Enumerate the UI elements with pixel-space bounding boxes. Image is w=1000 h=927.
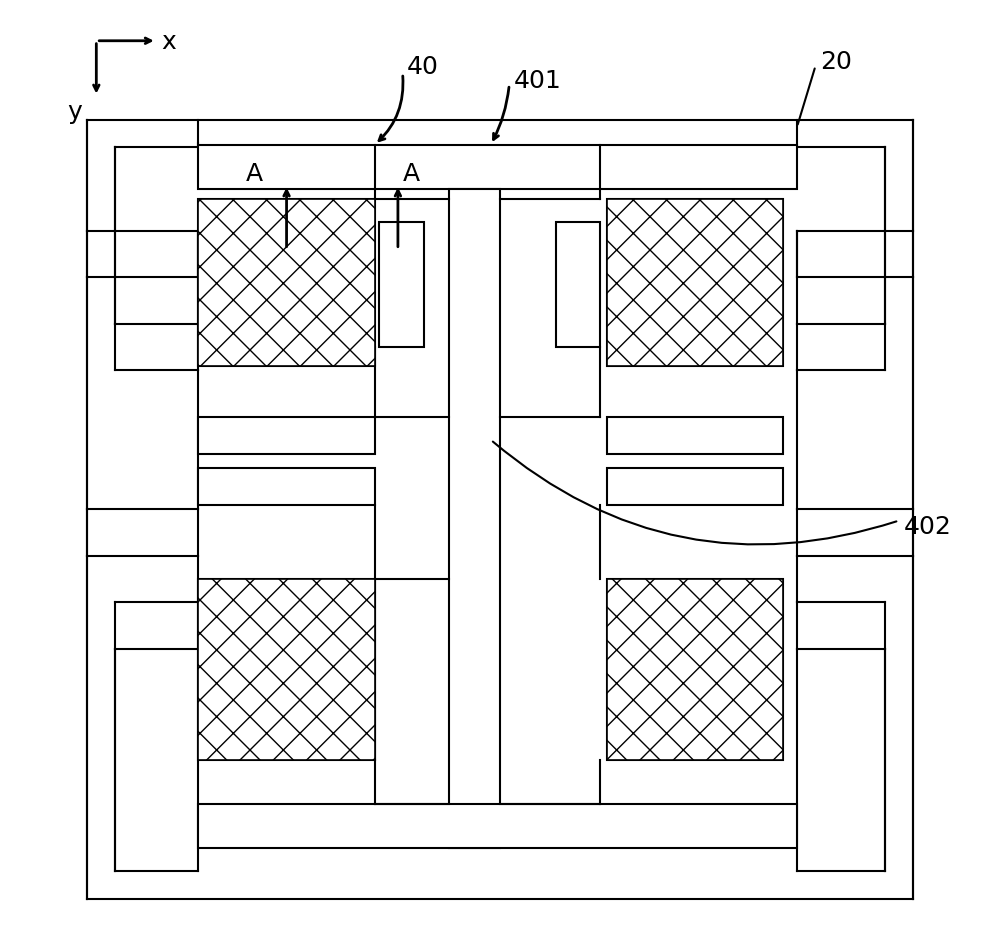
Bar [198,146,797,190]
Bar [198,199,375,366]
Text: x: x [161,30,176,54]
Text: A: A [403,161,420,185]
Bar [198,579,375,760]
Bar [198,468,375,505]
Bar [198,804,797,848]
Bar [607,417,783,454]
Bar [556,222,600,348]
Text: A: A [246,161,263,185]
Bar [607,468,783,505]
Bar [607,579,783,760]
Bar [607,199,783,366]
Text: y: y [68,100,82,124]
Bar [198,199,375,366]
Bar [607,579,783,760]
Bar [607,199,783,366]
Text: 40: 40 [407,55,439,79]
Text: 401: 401 [514,69,562,93]
Bar [198,579,375,760]
Bar [198,417,375,454]
Text: 20: 20 [820,50,852,74]
Bar [379,222,424,348]
Bar [449,190,500,848]
FancyArrowPatch shape [493,442,896,545]
Text: 402: 402 [904,514,952,539]
